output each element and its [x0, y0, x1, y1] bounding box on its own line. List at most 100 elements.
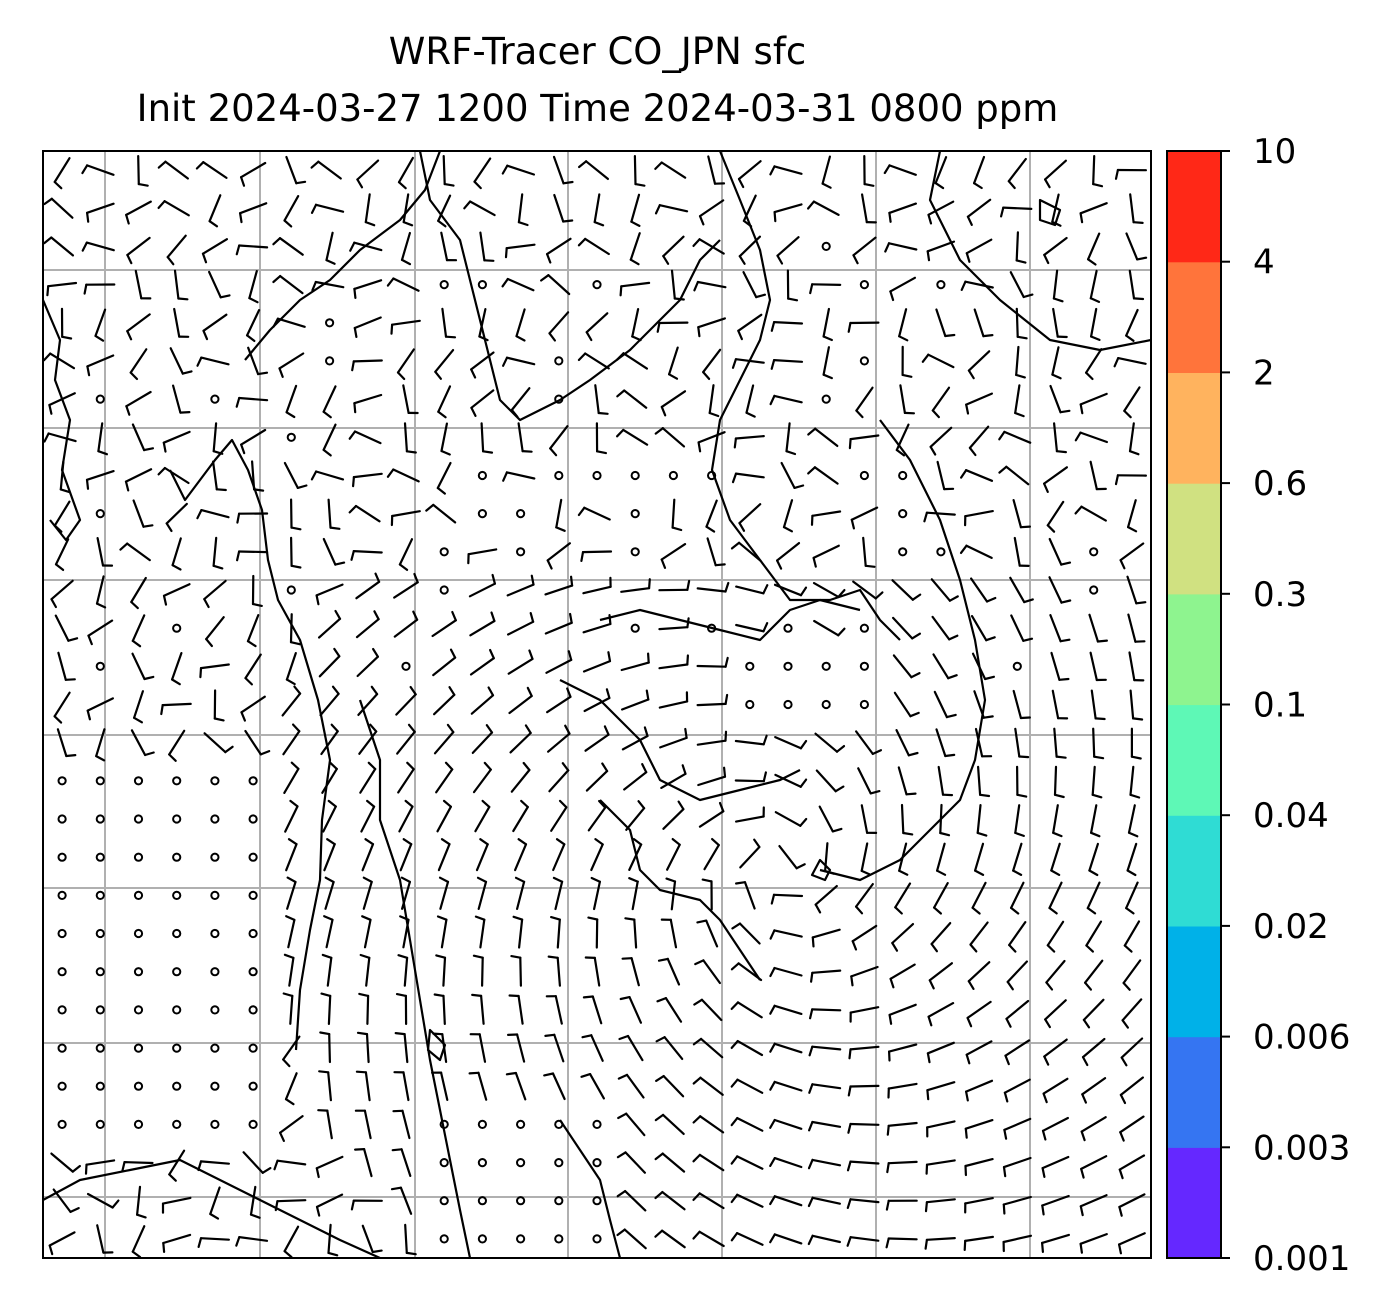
wind-barb: [479, 231, 495, 262]
wind-barb: [323, 915, 334, 949]
wind-barb: [730, 962, 763, 982]
wind-barb: [582, 651, 612, 673]
calm-wind-marker: [248, 1081, 258, 1091]
wind-barb: [549, 915, 561, 949]
coastline-honshu-west: [599, 598, 861, 642]
wind-barb: [1009, 576, 1034, 604]
wind-barb: [133, 690, 144, 724]
wind-barb: [776, 236, 800, 265]
wind-barb: [242, 1151, 272, 1174]
wind-barb: [1051, 346, 1062, 380]
wind-barb: [932, 653, 958, 680]
wind-barb: [1086, 232, 1101, 266]
wind-barb: [244, 653, 262, 686]
wind-barb: [780, 461, 805, 489]
wind-barb: [660, 542, 687, 570]
wind-barb: [48, 1231, 76, 1256]
calm-wind-marker: [57, 967, 67, 977]
calm-wind-marker: [286, 585, 296, 595]
wind-barb: [769, 1233, 803, 1245]
wind-barb: [931, 615, 959, 641]
wind-barb: [616, 389, 648, 409]
wind-barb: [656, 996, 683, 1023]
wind-barb: [892, 654, 921, 679]
calm-wind-marker: [821, 241, 831, 251]
wind-barb: [1119, 542, 1145, 570]
calm-wind-marker: [210, 852, 220, 862]
coastline-island-3: [1038, 198, 1062, 227]
wind-barb: [239, 202, 268, 224]
wind-barb: [505, 1071, 527, 1101]
wind-barb: [939, 803, 951, 837]
calm-wind-marker: [592, 1119, 602, 1130]
wind-barb: [1004, 1039, 1031, 1066]
wind-barb: [617, 1112, 646, 1137]
wind-barb: [43, 352, 76, 370]
wind-barb: [1128, 269, 1145, 301]
wind-barb: [926, 240, 956, 262]
wind-barb: [321, 953, 333, 987]
calm-wind-marker: [248, 1005, 258, 1015]
wind-barb: [283, 953, 295, 987]
wind-barb: [696, 656, 729, 668]
calm-wind-marker: [630, 623, 640, 633]
calm-wind-marker: [630, 470, 640, 481]
wind-barb: [398, 538, 414, 572]
wind-barb: [968, 425, 990, 457]
wind-barb: [1041, 1116, 1070, 1141]
wind-barb: [707, 155, 726, 185]
wind-barb: [654, 1113, 685, 1136]
wind-barb: [1117, 1232, 1146, 1255]
wind-barb: [665, 877, 677, 911]
colorbar-ticks: 0.001 0.003 0.006 0.02 0.04 0.1 0.3 0.6 2 4 10: [1221, 132, 1350, 1279]
wind-barb: [934, 156, 948, 190]
wind-barb: [476, 876, 488, 911]
wind-barb: [272, 275, 304, 295]
calm-wind-marker: [401, 661, 411, 671]
wind-barb: [692, 1153, 725, 1172]
wind-barb: [583, 688, 611, 713]
wind-barb: [811, 928, 841, 948]
wind-barb: [822, 307, 834, 342]
wind-barb: [587, 799, 607, 832]
wind-barb: [769, 1195, 803, 1207]
wind-barb: [357, 685, 379, 717]
wind-barb: [813, 619, 846, 637]
wind-barb: [196, 509, 230, 520]
calm-wind-marker: [172, 814, 182, 824]
wind-barb: [808, 1045, 842, 1057]
calm-wind-marker: [248, 1043, 258, 1053]
wind-barb: [584, 956, 601, 987]
calm-wind-marker: [516, 1234, 526, 1244]
wind-barb: [770, 321, 804, 332]
wind-barb: [1089, 269, 1101, 303]
wind-barb: [282, 723, 301, 756]
wind-barb: [703, 837, 720, 871]
coastline-island-1: [810, 858, 832, 882]
wind-barb: [807, 427, 839, 447]
wind-barb: [1005, 999, 1030, 1028]
wind-barb: [734, 734, 768, 746]
wind-barb: [272, 317, 306, 328]
wind-barb: [1051, 193, 1062, 227]
wind-barb: [1014, 727, 1030, 759]
wind-barb: [397, 954, 409, 987]
wind-barb: [1079, 1232, 1108, 1254]
wind-barb: [850, 506, 879, 530]
wind-barb: [86, 1192, 120, 1209]
wind-barb: [734, 771, 768, 783]
wind-barb: [131, 614, 146, 648]
wind-barb: [552, 838, 566, 872]
wind-barb: [1086, 881, 1101, 915]
wind-barb: [846, 1160, 880, 1172]
wind-barb: [692, 1076, 724, 1096]
wind-barb: [807, 1234, 842, 1246]
wind-barb: [702, 348, 722, 380]
wind-barb: [807, 1196, 842, 1208]
wind-barb: [212, 422, 224, 455]
calm-wind-marker: [57, 814, 67, 824]
wind-barb: [582, 576, 612, 595]
wind-barb: [1113, 357, 1147, 368]
wind-barb: [320, 992, 332, 1026]
wind-barb: [891, 922, 915, 952]
